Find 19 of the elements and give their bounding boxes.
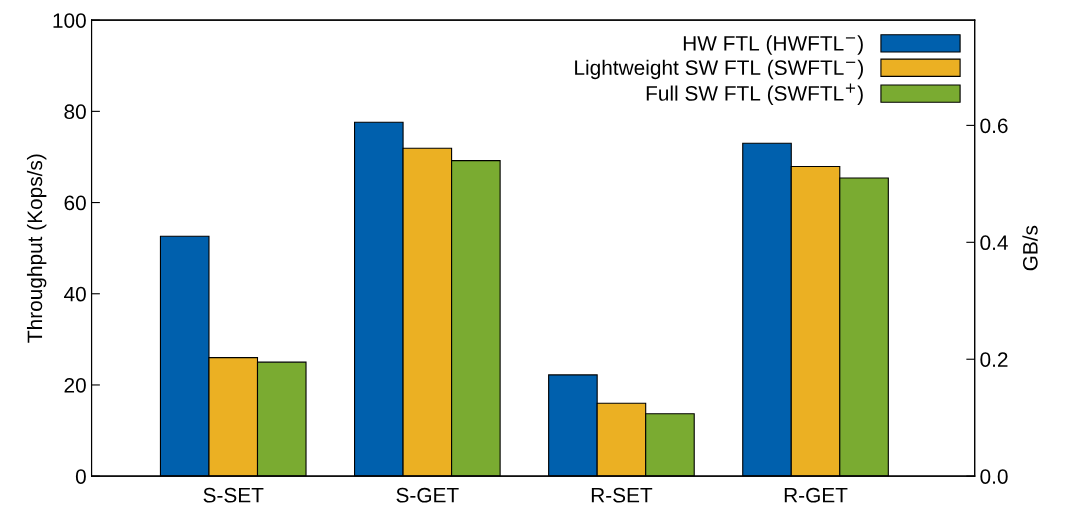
y-tick-label: 100 xyxy=(53,13,86,28)
y2-tick-label: 0.2 xyxy=(980,352,1008,367)
x-tick-label: R-SET xyxy=(591,487,653,503)
y2-tick-label: 0.0 xyxy=(980,469,1008,484)
y-tick-label: 0 xyxy=(75,469,86,484)
y-axis-title: Throughput (Kops/s) xyxy=(26,154,47,343)
y2-tick-label: 0.6 xyxy=(980,118,1008,134)
x-tick-label: R-GET xyxy=(784,487,848,503)
legend-label: Lightweight SW FTL (SWFTL$^{−}$) xyxy=(575,59,863,80)
y-tick-label: 60 xyxy=(64,195,86,211)
y-tick-label: 40 xyxy=(63,286,86,302)
x-tick-label: S-SET xyxy=(203,487,264,503)
x-tick-label: S-GET xyxy=(396,487,459,503)
legend-label: Full SW FTL (SWFTL$^{+}$) xyxy=(646,83,863,105)
y-tick-label: 20 xyxy=(64,377,86,393)
y2-axis-title: GB/s xyxy=(1022,225,1038,271)
legend-label: HW FTL (HWFTL$^{−}$) xyxy=(683,35,863,55)
y-tick-label: 80 xyxy=(64,104,86,120)
y2-tick-label: 0.4 xyxy=(980,235,1008,251)
